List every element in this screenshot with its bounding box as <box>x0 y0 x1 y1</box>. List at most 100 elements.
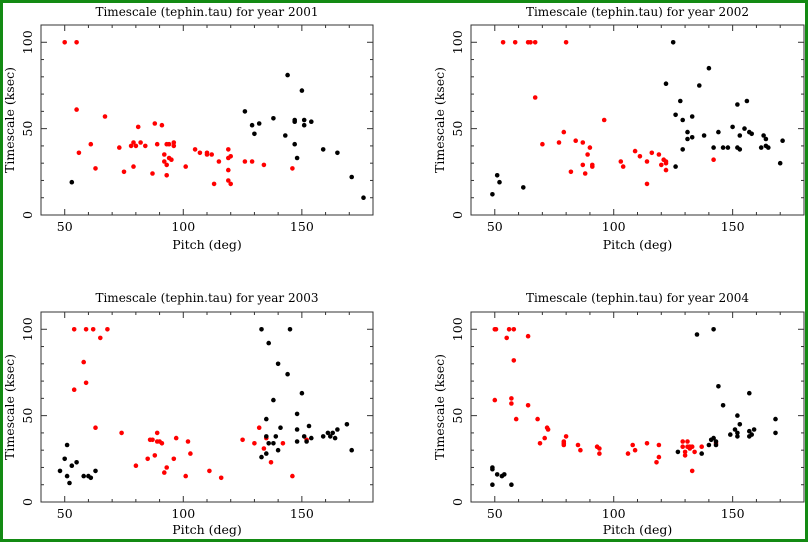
data-point-red <box>183 473 188 479</box>
data-point-red <box>663 160 669 166</box>
data-point-black <box>761 133 766 138</box>
data-point-red <box>173 435 179 441</box>
data-point-black <box>64 473 70 479</box>
y-axis-label: Timescale (ksec) <box>2 67 17 173</box>
data-point-black <box>780 138 785 143</box>
data-point-black <box>361 195 366 200</box>
data-point-red <box>93 166 98 171</box>
data-point-red <box>171 140 177 145</box>
series-red <box>492 327 719 474</box>
series-black <box>490 40 785 197</box>
data-point-red <box>98 335 103 341</box>
data-point-black <box>283 133 288 138</box>
data-point-red <box>76 150 82 156</box>
data-point-red <box>511 327 517 332</box>
data-point-red <box>185 439 191 444</box>
data-point-red <box>290 473 295 479</box>
data-point-red <box>575 442 581 448</box>
data-point-red <box>261 162 267 168</box>
data-point-black <box>264 416 269 422</box>
data-point-black <box>720 145 726 150</box>
data-point-black <box>287 327 293 332</box>
data-point-black <box>737 133 743 138</box>
y-tick-label: 0 <box>450 498 465 506</box>
x-tick-label: 150 <box>721 506 745 521</box>
data-point-black <box>259 454 264 460</box>
y-tick-label: 100 <box>450 317 465 341</box>
data-point-black <box>266 340 272 346</box>
data-point-red <box>228 154 233 159</box>
data-point-black <box>294 427 300 432</box>
data-point-black <box>766 145 771 150</box>
data-point-red <box>620 164 626 169</box>
data-point-red <box>169 157 174 162</box>
data-point-black <box>737 422 743 427</box>
data-point-black <box>730 124 735 130</box>
data-point-red <box>537 441 543 446</box>
x-tick-label: 150 <box>721 219 745 234</box>
data-point-black <box>728 432 733 437</box>
data-point-red <box>580 140 586 145</box>
data-point-black <box>309 119 314 124</box>
data-point-red <box>261 446 267 451</box>
data-point-black <box>242 109 248 114</box>
data-point-red <box>663 167 669 173</box>
data-point-red <box>561 442 567 448</box>
data-point-red <box>685 439 690 444</box>
plot-area-frame <box>470 24 805 216</box>
data-point-black <box>328 434 333 439</box>
y-tick-label: 100 <box>20 317 35 341</box>
data-point-red <box>74 107 79 112</box>
data-point-black <box>680 117 685 123</box>
chart-title: Timescale (tephin.tau) for year 2001 <box>95 5 318 19</box>
data-point-red <box>164 173 169 178</box>
panel-2001: Timescale (tephin.tau) for year 2001 50 10… <box>0 0 404 271</box>
x-axis-label: Pitch (deg) <box>172 522 242 537</box>
data-point-black <box>742 126 747 131</box>
data-point-red <box>105 327 110 332</box>
data-point-red <box>512 40 518 45</box>
data-point-black <box>735 430 740 436</box>
data-point-black <box>252 131 257 137</box>
data-point-red <box>632 447 638 453</box>
data-point-black <box>675 449 681 455</box>
data-point-black <box>490 465 495 470</box>
data-point-black <box>502 472 507 477</box>
data-point-red <box>133 463 139 468</box>
y-tick-label: 50 <box>450 408 465 424</box>
x-axis-label: Pitch (deg) <box>172 237 242 252</box>
data-point-red <box>242 159 248 164</box>
panel-2004: Timescale (tephin.tau) for year 2004 50 10… <box>404 271 808 542</box>
data-point-red <box>159 441 165 446</box>
data-point-red <box>117 145 122 150</box>
x-tick-label: 50 <box>57 219 73 234</box>
chart-title: Timescale (tephin.tau) for year 2004 <box>526 291 749 305</box>
data-point-red <box>131 164 136 169</box>
data-point-black <box>273 434 279 439</box>
data-point-red <box>525 403 531 408</box>
data-point-black <box>249 122 255 128</box>
data-point-red <box>252 441 257 446</box>
data-point-red <box>500 40 506 45</box>
data-point-red <box>62 40 67 45</box>
data-point-red <box>192 147 198 152</box>
data-point-red <box>209 152 214 157</box>
data-point-black <box>713 442 719 448</box>
data-point-black <box>299 390 305 396</box>
data-point-red <box>682 449 688 455</box>
data-point-black <box>773 430 778 436</box>
x-tick-label: 150 <box>290 506 314 521</box>
data-point-red <box>692 449 697 455</box>
data-point-red <box>699 444 704 449</box>
data-point-red <box>166 141 172 147</box>
data-point-red <box>204 152 210 157</box>
data-point-red <box>183 164 188 169</box>
data-point-red <box>71 387 77 392</box>
data-point-black <box>81 473 86 479</box>
data-point-red <box>197 150 203 156</box>
panel-2003: Timescale (tephin.tau) for year 2003 50 10… <box>0 271 404 542</box>
data-point-red <box>268 460 274 465</box>
data-point-black <box>773 416 778 422</box>
data-point-red <box>121 169 127 175</box>
data-point-black <box>777 160 783 166</box>
